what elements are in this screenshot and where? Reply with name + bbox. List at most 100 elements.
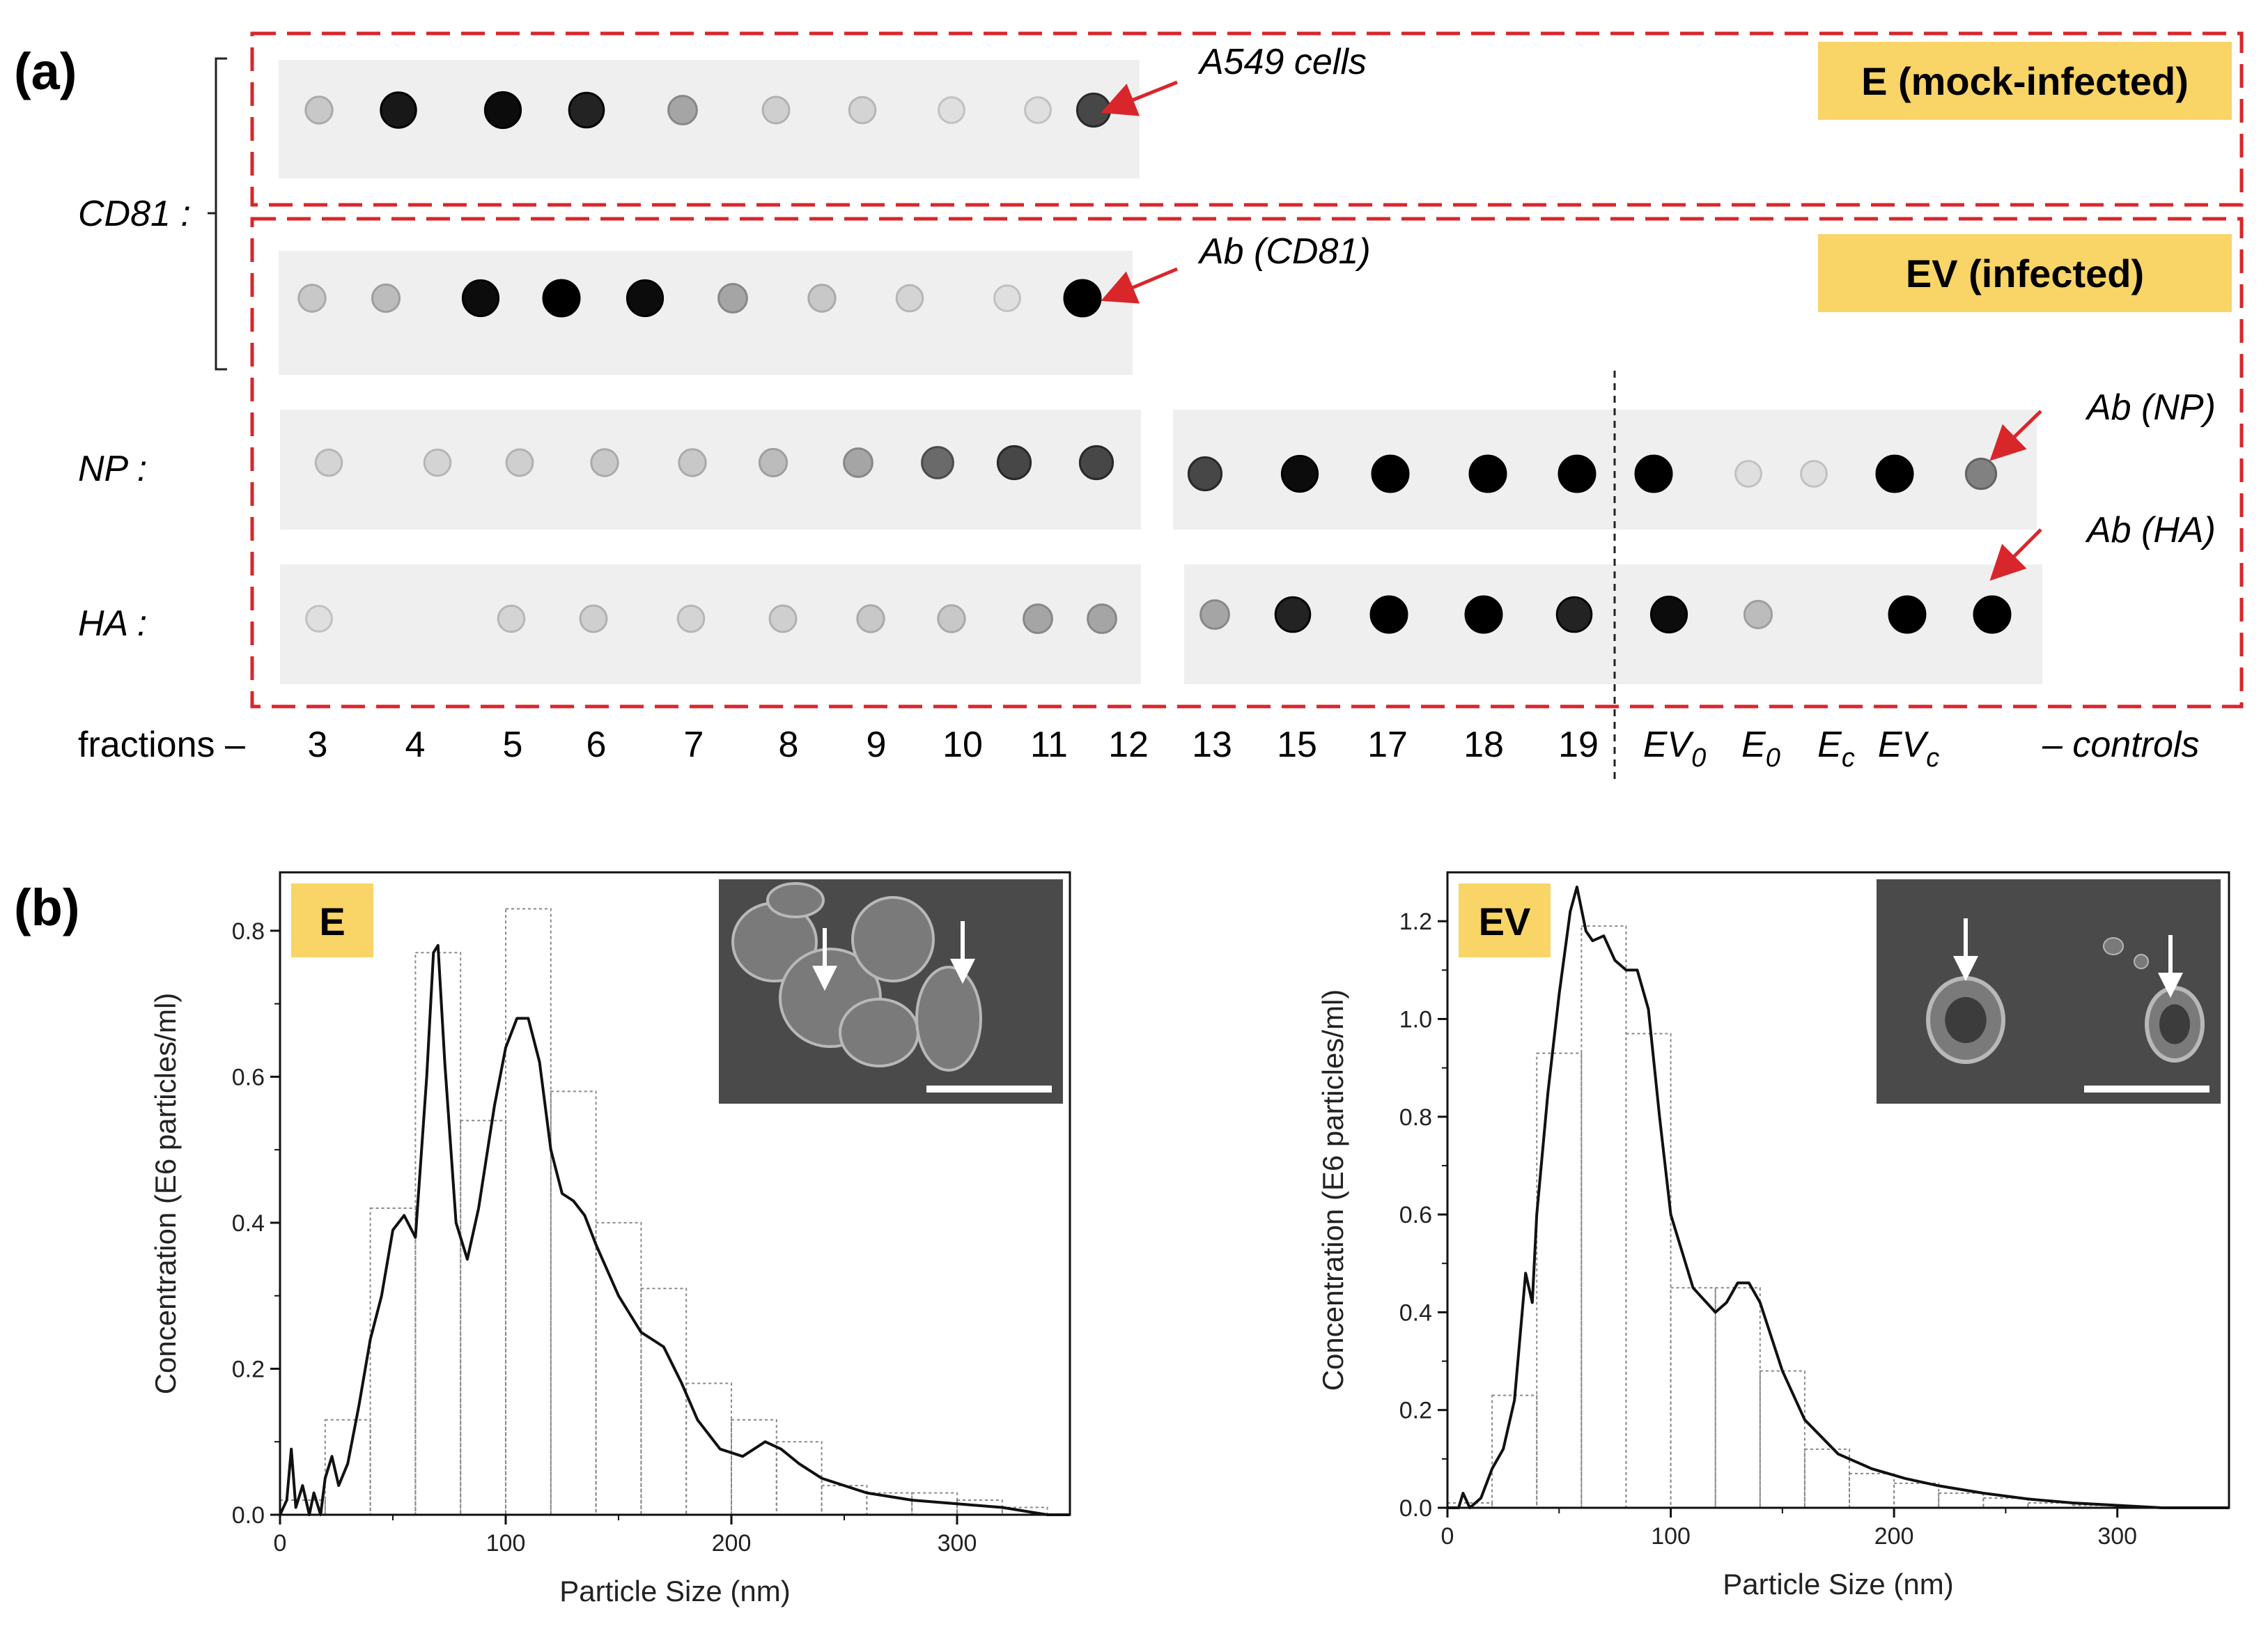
badge-mock <box>1818 42 2232 120</box>
cd81-mock-dot <box>304 95 334 125</box>
ha-left-dot <box>305 605 333 633</box>
histogram-bar <box>1982 1497 2029 1509</box>
size-distribution-curve <box>1447 886 2229 1509</box>
cd81-mock-dot <box>667 95 698 125</box>
fraction-label: 10 <box>942 725 983 765</box>
np-left-dot <box>505 448 534 477</box>
blot-strip-cd81-mock <box>279 60 1140 178</box>
ha-left-dot <box>579 604 608 633</box>
np-left-dot <box>678 448 707 477</box>
ha-left-dot <box>937 604 966 633</box>
cd81-infected-dot <box>807 284 837 313</box>
cd81-mock-dot <box>568 91 605 129</box>
np-right-dot <box>1964 457 1998 491</box>
np-right-dot <box>1280 454 1319 493</box>
y-tick-label: 0.0 <box>1399 1495 1432 1522</box>
ha-right-dot <box>1743 599 1773 630</box>
cd81-mock-dot <box>380 91 417 129</box>
arrow-a549 <box>1101 80 1178 116</box>
x-tick-label: 300 <box>2097 1523 2137 1550</box>
histogram-bar <box>414 952 462 1515</box>
histogram-bar <box>640 1288 688 1516</box>
dots-cd81-infected <box>297 279 1102 318</box>
ha-left-dot <box>856 604 885 633</box>
np-left-dot <box>843 447 873 478</box>
arrow-np <box>1989 410 2042 461</box>
histogram-bar <box>775 1441 823 1516</box>
blot-strip-np-left <box>280 410 1141 530</box>
x-tick-label: 0 <box>1441 1523 1454 1550</box>
cd81-mock-dot <box>483 91 522 130</box>
ha-right-dot <box>1649 595 1688 634</box>
cd81-bracket <box>215 57 227 371</box>
badge-mock-text: E (mock-infected) <box>1861 59 2189 103</box>
control-label: E0 <box>1741 725 1780 773</box>
badge-infected <box>1818 234 2232 312</box>
row-label-np: NP : <box>78 449 147 489</box>
histogram-bar <box>595 1221 642 1515</box>
panel-b-letter: (b) <box>14 879 80 936</box>
ha-left-dot <box>768 604 798 633</box>
np-right-dot <box>1371 454 1410 493</box>
chart-title-badge <box>291 883 373 957</box>
arrow-ha <box>1989 528 2042 581</box>
dots-np-right <box>1187 454 1998 493</box>
cd81-mock-dot <box>938 96 965 124</box>
vesicle-lumen <box>1945 997 1987 1043</box>
cd81-infected-dot <box>542 279 581 318</box>
cd81-infected-dot <box>297 284 327 313</box>
dots-ha-left <box>305 603 1117 634</box>
np-left-dot <box>314 448 343 477</box>
histogram-bar <box>1536 1052 1583 1508</box>
cd81-infected-dot <box>717 283 748 314</box>
np-left-dot <box>921 446 954 479</box>
fraction-label: 19 <box>1558 725 1599 765</box>
arrow-label-np: Ab (NP) <box>2085 387 2216 428</box>
arrow-label-a549: A549 cells <box>1197 42 1367 82</box>
fraction-labels: 3 4 5 6 7 8 9 10 11 12 13 15 17 18 19 <box>308 725 1599 765</box>
blot-strip-ha-left <box>280 564 1141 684</box>
vesicle-lumen <box>2159 1004 2190 1044</box>
histogram-bar <box>1491 1394 1538 1508</box>
y-tick-label: 0.4 <box>232 1210 265 1237</box>
fraction-label: 9 <box>867 725 887 765</box>
np-right-dot <box>1558 454 1597 493</box>
vesicle <box>766 882 825 918</box>
fraction-label: 5 <box>503 725 523 765</box>
cd81-infected-dot <box>626 279 665 318</box>
fraction-label: 3 <box>308 725 328 765</box>
histogram-bar <box>1670 1287 1716 1509</box>
histogram-bar <box>1714 1287 1761 1509</box>
ha-right-dot <box>1464 595 1503 634</box>
cd81-infected-dot <box>993 284 1021 312</box>
fraction-label: 17 <box>1367 725 1408 765</box>
ha-right-dot <box>1199 599 1230 630</box>
ha-left-dot <box>676 604 706 633</box>
x-axis-title: Particle Size (nm) <box>1723 1568 1953 1600</box>
histogram-bar <box>1759 1370 1805 1508</box>
ha-right-dot <box>1274 596 1312 633</box>
y-tick-label: 0.8 <box>1399 1104 1432 1131</box>
np-right-dot <box>1634 454 1673 493</box>
fraction-label: 12 <box>1108 725 1149 765</box>
controls-label: – controls <box>2042 725 2199 765</box>
dots-cd81-mock <box>304 91 1112 130</box>
arrow-label-cd81: Ab (CD81) <box>1197 231 1371 272</box>
x-axis-title: Particle Size (nm) <box>559 1575 790 1607</box>
x-tick-label: 200 <box>1874 1523 1914 1550</box>
vesicle <box>839 998 919 1067</box>
fraction-label: 4 <box>405 725 426 765</box>
cd81-infected-dot <box>371 283 401 314</box>
dots-ha-right <box>1199 595 2012 634</box>
fraction-label: 6 <box>587 725 607 765</box>
row-label-ha: HA : <box>78 603 147 644</box>
vesicle <box>2134 954 2149 969</box>
chart-title: EV <box>1479 900 1531 943</box>
control-label: EV0 <box>1643 725 1707 773</box>
fraction-label: 18 <box>1463 725 1504 765</box>
histogram-bar <box>2027 1502 2074 1509</box>
y-tick-label: 0.2 <box>1399 1398 1432 1424</box>
histogram-bar <box>550 1090 597 1516</box>
